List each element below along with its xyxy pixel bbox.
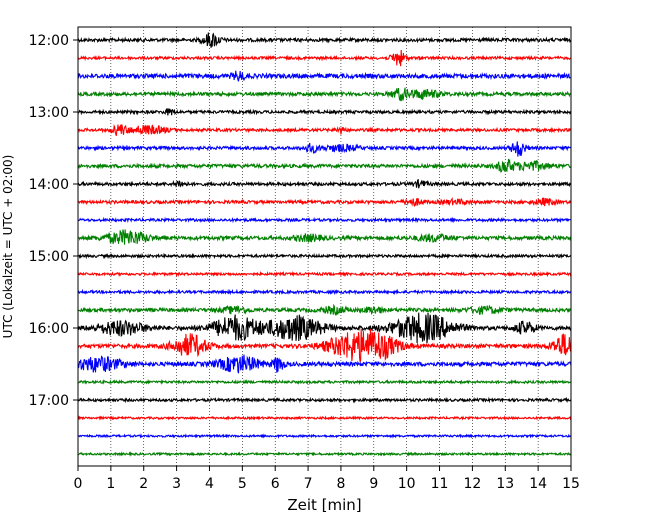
x-axis-label: Zeit [min] <box>287 496 361 514</box>
trace-1645 <box>77 378 572 386</box>
trace-1430 <box>77 216 572 224</box>
trace-1445 <box>77 229 572 245</box>
y-tick-label: 15:00 <box>29 249 69 265</box>
x-axis-ticks: 0 1 2 3 4 5 6 7 8 9 10 11 12 13 14 15 <box>74 466 580 492</box>
trace-1315 <box>77 124 572 136</box>
y-axis-label: UTC (Lokalzeit = UTC + 02:00) <box>1 155 15 339</box>
trace-1730 <box>77 433 572 439</box>
x-tick-label: 9 <box>369 476 378 492</box>
x-tick-label: 4 <box>205 476 214 492</box>
x-tick-label: 7 <box>304 476 313 492</box>
seismic-traces <box>77 32 572 458</box>
trace-1530 <box>77 288 572 296</box>
vertical-gridlines <box>110 27 539 466</box>
trace-1745 <box>77 451 572 458</box>
trace-1615 <box>77 328 572 363</box>
x-tick-label: 2 <box>139 476 148 492</box>
y-tick-label: 14:00 <box>29 177 69 193</box>
trace-1300 <box>77 108 572 116</box>
trace-1215 <box>77 50 572 67</box>
trace-1700 <box>77 396 572 404</box>
plot-frame <box>77 26 572 467</box>
x-tick-label: 14 <box>529 476 547 492</box>
y-axis-ticks: 12:00 13:00 14:00 15:00 16:00 17:00 <box>29 33 78 409</box>
x-tick-label: 15 <box>562 476 580 492</box>
x-tick-label: 6 <box>271 476 280 492</box>
x-tick-label: 3 <box>172 476 181 492</box>
trace-1715 <box>77 415 572 421</box>
trace-1415 <box>77 197 572 208</box>
trace-1515 <box>77 270 572 278</box>
trace-1200 <box>77 32 572 48</box>
y-tick-label: 12:00 <box>29 33 69 49</box>
x-tick-label: 8 <box>336 476 345 492</box>
y-tick-label: 16:00 <box>29 321 69 337</box>
trace-1230 <box>77 70 572 82</box>
x-tick-label: 10 <box>398 476 416 492</box>
x-tick-label: 0 <box>74 476 83 492</box>
trace-1400 <box>77 178 572 189</box>
x-tick-label: 12 <box>463 476 481 492</box>
trace-1545 <box>77 303 572 316</box>
y-tick-label: 13:00 <box>29 105 69 121</box>
x-tick-label: 1 <box>106 476 115 492</box>
trace-1330 <box>77 141 572 157</box>
trace-1245 <box>77 87 572 102</box>
trace-1600 <box>77 312 572 344</box>
y-tick-label: 17:00 <box>29 393 69 409</box>
trace-1500 <box>77 252 572 260</box>
x-tick-label: 11 <box>431 476 449 492</box>
x-tick-label: 5 <box>238 476 247 492</box>
trace-1345 <box>77 158 572 173</box>
x-tick-label: 13 <box>496 476 514 492</box>
trace-1630 <box>77 354 572 374</box>
